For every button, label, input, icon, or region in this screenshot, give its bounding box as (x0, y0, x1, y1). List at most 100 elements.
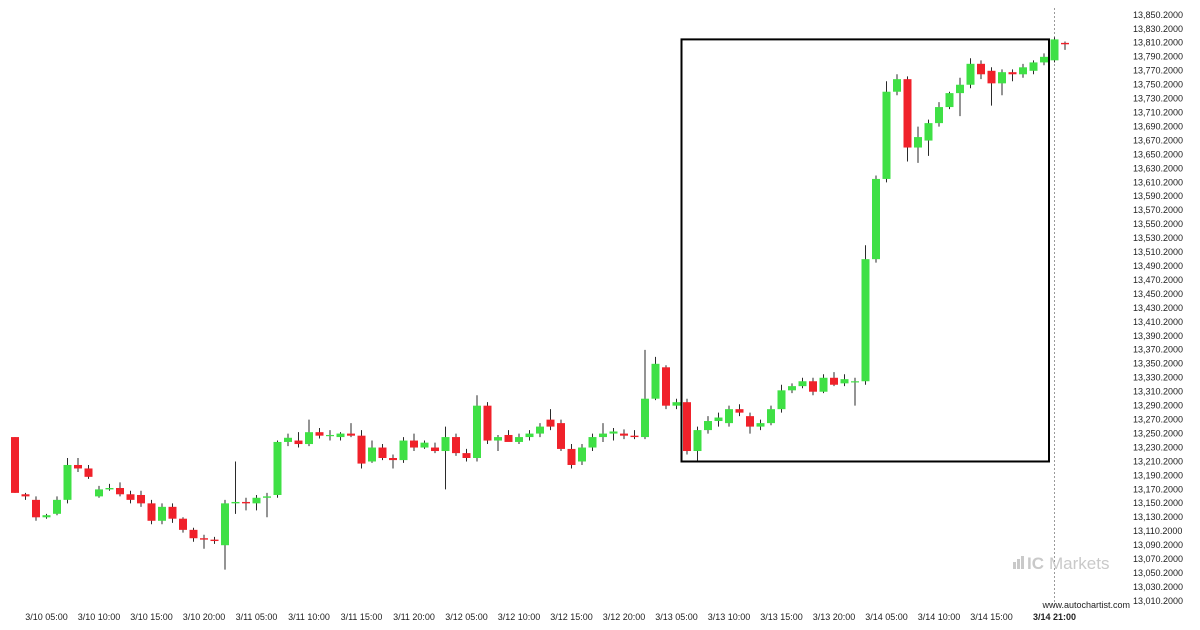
candle-body-down (452, 437, 460, 454)
y-tick-label: 13,550.2000 (1133, 219, 1183, 229)
y-tick-label: 13,630.2000 (1133, 163, 1183, 173)
y-tick-label: 13,750.2000 (1133, 80, 1183, 90)
x-tick-label: 3/14 15:00 (970, 612, 1013, 622)
logo-bar (1013, 562, 1016, 569)
candle-body-up (924, 123, 933, 141)
y-tick-label: 13,170.2000 (1133, 484, 1183, 494)
candle-body-up (399, 440, 408, 461)
candle-body-up (714, 417, 723, 422)
candle-body-down (294, 440, 303, 445)
y-tick-label: 13,730.2000 (1133, 94, 1183, 104)
y-tick-label: 13,190.2000 (1133, 470, 1183, 480)
candle-body-up (578, 447, 586, 462)
candle-body-up (231, 501, 240, 504)
brand-markets: Markets (1049, 554, 1109, 573)
y-tick-label: 13,350.2000 (1133, 359, 1183, 369)
candle-body-up (840, 379, 849, 384)
watermark-url: www.autochartist.com (1041, 600, 1130, 610)
candle-body-down (903, 79, 912, 148)
x-tick-label: 3/13 10:00 (708, 612, 751, 622)
candle-body-up (651, 363, 660, 399)
y-tick-label: 13,570.2000 (1133, 205, 1183, 215)
candle-body-down (137, 494, 145, 504)
candle-body-down (84, 468, 93, 477)
x-tick-label: 3/10 05:00 (25, 612, 68, 622)
y-tick-label: 13,010.2000 (1133, 596, 1183, 606)
candle-body-up (326, 434, 334, 437)
logo-bar (1021, 556, 1024, 569)
y-tick-label: 13,830.2000 (1133, 24, 1183, 34)
y-tick-label: 13,610.2000 (1133, 177, 1183, 187)
candle-body-down (662, 367, 670, 406)
candle-body-up (872, 178, 880, 260)
candle-body-down (746, 416, 754, 427)
candle-body-up (1050, 39, 1059, 61)
pattern-box (680, 38, 1050, 463)
candle-body-down (546, 419, 555, 427)
y-tick-label: 13,810.2000 (1133, 38, 1183, 48)
y-tick-label: 13,090.2000 (1133, 540, 1183, 550)
candle-body-up (1029, 62, 1038, 71)
y-axis: 13,010.2000 13,030.2000 13,050.2000 13,070.… (1133, 10, 1183, 606)
y-tick-label: 13,770.2000 (1133, 66, 1183, 76)
candle-body-down (315, 432, 324, 436)
candle-body-up (252, 497, 261, 504)
candle-body-up (767, 409, 775, 424)
candle-body-down (462, 453, 471, 458)
y-tick-label: 13,690.2000 (1133, 121, 1183, 131)
candle-body-down (620, 433, 628, 436)
candle-body-up (63, 464, 72, 500)
candle-body-up (935, 107, 943, 124)
y-tick-label: 13,390.2000 (1133, 331, 1183, 341)
candle-body-up (798, 381, 807, 387)
x-tick-label: 3/11 10:00 (288, 612, 330, 622)
candle-body-up (945, 93, 954, 108)
y-tick-label: 13,050.2000 (1133, 568, 1183, 578)
candle-body-up (956, 84, 964, 94)
candle-body-up (599, 433, 607, 438)
candle-body-up (420, 442, 429, 448)
y-tick-label: 13,230.2000 (1133, 442, 1183, 452)
candle-body-up (756, 423, 765, 427)
y-tick-label: 13,450.2000 (1133, 289, 1183, 299)
candle-body-down (116, 488, 124, 495)
candle-body-down (483, 405, 492, 441)
y-tick-label: 13,490.2000 (1133, 261, 1183, 271)
candle-body-up (882, 91, 891, 179)
candle-body-up (158, 506, 166, 521)
y-tick-label: 13,670.2000 (1133, 135, 1183, 145)
y-tick-label: 13,130.2000 (1133, 512, 1183, 522)
candles-group (11, 37, 1069, 570)
candle-body-up (588, 437, 597, 448)
candle-body-up (53, 499, 61, 514)
candle-body-up (221, 503, 229, 546)
candle-body-down (179, 518, 187, 530)
candle-body-up (641, 398, 649, 438)
candle-body-up (536, 426, 544, 434)
y-tick-label: 13,530.2000 (1133, 233, 1183, 243)
candle-body-down (504, 434, 513, 442)
y-tick-label: 13,430.2000 (1133, 303, 1183, 313)
y-tick-label: 13,270.2000 (1133, 414, 1183, 424)
candle-body-up (893, 79, 901, 92)
candle-body-up (525, 433, 534, 438)
candle-body-down (735, 409, 744, 413)
candle-body-up (1019, 67, 1027, 75)
candle-body-down (357, 435, 366, 464)
candle-body-up (42, 515, 51, 518)
candle-body-down (389, 458, 397, 461)
candle-body-down (378, 447, 387, 458)
candle-body-up (336, 433, 345, 438)
candle-body-down (347, 433, 355, 436)
candle-body-down (168, 506, 177, 519)
candle-body-down (74, 464, 82, 469)
x-tick-label: 3/10 15:00 (130, 612, 173, 622)
y-tick-label: 13,410.2000 (1133, 317, 1183, 327)
candle-body-up (494, 437, 502, 441)
y-tick-label: 13,310.2000 (1133, 387, 1183, 397)
x-tick-label: 3/11 15:00 (341, 612, 383, 622)
x-tick-label: 3/14 05:00 (865, 612, 908, 622)
candle-body-down (210, 539, 219, 542)
candle-body-down (200, 538, 208, 540)
